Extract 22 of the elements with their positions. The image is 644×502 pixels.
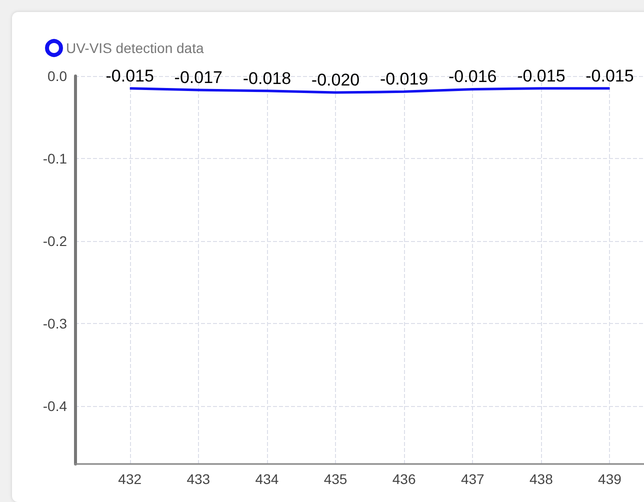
data-label: -0.015 bbox=[586, 66, 634, 86]
legend-label: UV-VIS detection data bbox=[66, 40, 204, 56]
x-tick-label: 433 bbox=[186, 471, 210, 487]
data-label: -0.016 bbox=[448, 67, 497, 86]
data-label: -0.017 bbox=[174, 68, 222, 88]
x-tick-label: 438 bbox=[529, 471, 554, 487]
x-tick-label: 439 bbox=[598, 471, 622, 487]
y-tick-label: -0.3 bbox=[42, 316, 68, 332]
data-label: -0.015 bbox=[517, 66, 566, 86]
data-label: -0.020 bbox=[311, 70, 360, 90]
data-label: -0.019 bbox=[380, 70, 428, 89]
data-label: -0.018 bbox=[242, 68, 292, 88]
x-tick-label: 435 bbox=[324, 471, 348, 487]
data-label: -0.015 bbox=[106, 66, 154, 86]
x-tick-label: 432 bbox=[118, 471, 142, 487]
y-tick-label: -0.4 bbox=[42, 398, 68, 414]
y-tick-label: -0.1 bbox=[42, 150, 68, 167]
x-tick-label: 437 bbox=[460, 471, 485, 487]
x-tick-label: 436 bbox=[392, 471, 416, 487]
y-tick-label: 0.0 bbox=[48, 68, 68, 84]
x-tick-label: 434 bbox=[255, 471, 279, 487]
y-tick-label: -0.2 bbox=[42, 233, 68, 250]
